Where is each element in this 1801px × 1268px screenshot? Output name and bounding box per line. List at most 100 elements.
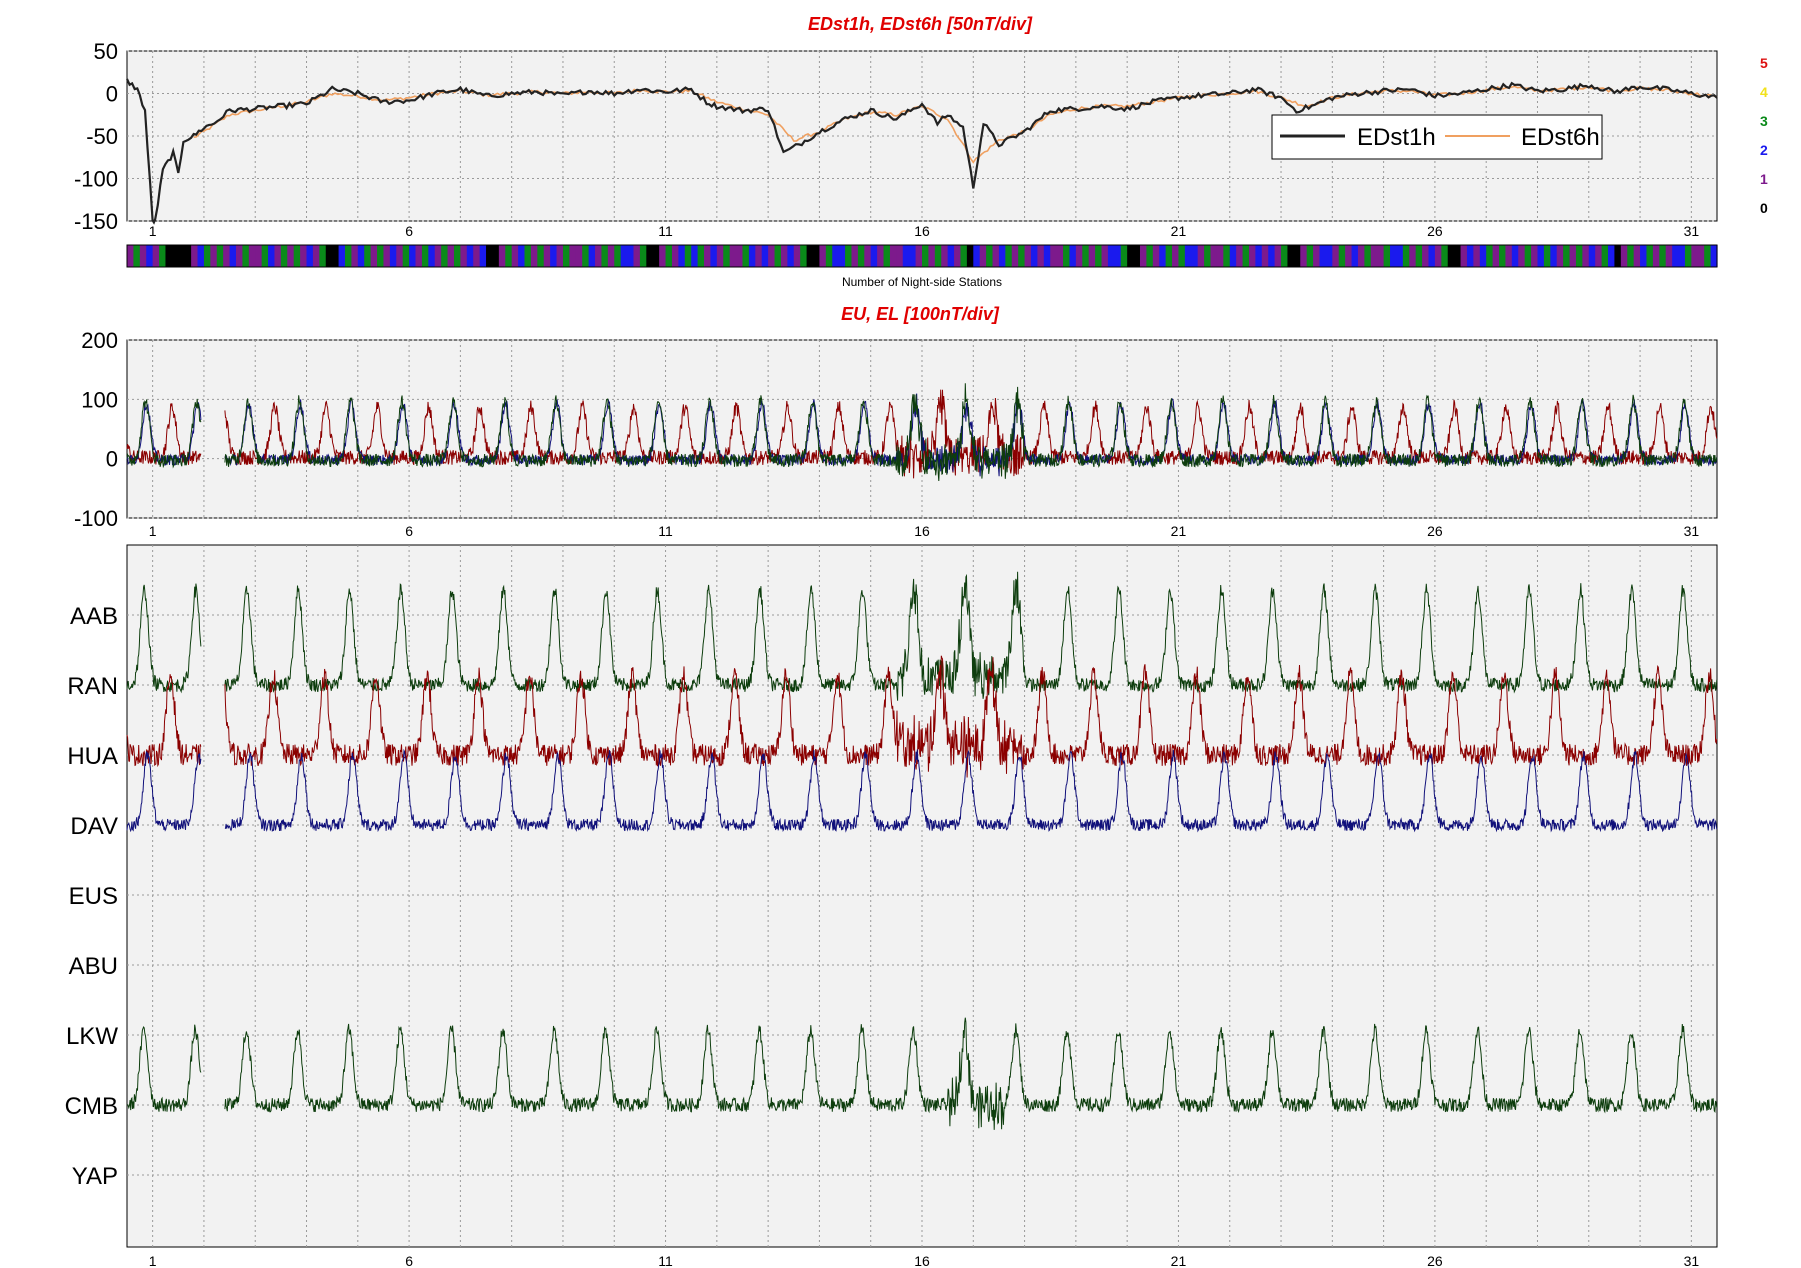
station-count-cell	[1037, 245, 1045, 267]
station-count-cell	[1184, 245, 1192, 267]
station-count-cell	[319, 245, 327, 267]
station-count-cell	[1652, 245, 1660, 267]
x-tick-label: 16	[914, 1253, 930, 1268]
station-count-cell	[511, 245, 519, 267]
station-count-cell	[1646, 245, 1654, 267]
eu-el-series	[126, 383, 1718, 482]
station-count-cell	[1697, 245, 1705, 267]
station-count-cell	[1345, 245, 1353, 267]
station-label-eus: EUS	[69, 883, 118, 910]
x-tick-label: 26	[1427, 1253, 1443, 1268]
station-count-cell	[171, 245, 179, 267]
station-count-cell	[1274, 245, 1282, 267]
station-count-cell	[1127, 245, 1135, 267]
station-count-cell	[306, 245, 314, 267]
station-count-cell	[1588, 245, 1596, 267]
legend-edst6h-label: EDst6h	[1521, 124, 1600, 151]
x-tick-label: 11	[658, 1253, 673, 1268]
station-grid	[127, 545, 1717, 1247]
station-count-cell	[627, 245, 635, 267]
station-count-cell	[1665, 245, 1673, 267]
count-legend-entry: 4	[1760, 84, 1768, 100]
station-label-lkw: LKW	[66, 1023, 118, 1050]
station-count-cell	[1364, 245, 1372, 267]
station-count-cell	[1338, 245, 1346, 267]
station-count-cell	[338, 245, 346, 267]
station-count-cell	[1005, 245, 1013, 267]
station-count-cell	[1242, 245, 1250, 267]
station-count-cell	[255, 245, 263, 267]
station-count-cell	[729, 245, 737, 267]
station-count-cell	[127, 245, 135, 267]
station-count-cell	[1447, 245, 1455, 267]
station-count-cell	[1390, 245, 1398, 267]
station-count-cell	[569, 245, 577, 267]
station-count-cell	[845, 245, 853, 267]
x-tick-label: 16	[914, 223, 930, 239]
station-count-cell	[1627, 245, 1635, 267]
station-count-cell	[1479, 245, 1487, 267]
station-count-cell	[1063, 245, 1071, 267]
station-count-cell	[832, 245, 840, 267]
station-count-cell	[1640, 245, 1648, 267]
station-count-cell	[1139, 245, 1147, 267]
station-count-cell	[1050, 245, 1058, 267]
station-count-cell	[274, 245, 282, 267]
station-count-cell	[1370, 245, 1378, 267]
x-tick-label: 1	[149, 1253, 157, 1268]
station-trace-hua	[126, 748, 1718, 833]
station-count-cell	[774, 245, 782, 267]
station-count-cell	[479, 245, 487, 267]
y-tick-label: -150	[74, 209, 118, 234]
station-count-cell	[556, 245, 564, 267]
station-count-cell	[896, 245, 904, 267]
station-count-cell	[1351, 245, 1359, 267]
station-trace-aab	[126, 571, 1718, 701]
count-legend: 5 4 3 2 1 0	[1760, 55, 1768, 216]
station-count-cell	[1082, 245, 1090, 267]
eu-el-x-axis: 1 6 11 16 21 26 31	[149, 523, 1700, 539]
y-tick-label: -100	[74, 167, 118, 192]
station-count-cell	[133, 245, 141, 267]
station-count-cell	[1601, 245, 1609, 267]
station-label-cmb: CMB	[65, 1093, 118, 1120]
station-count-cell	[1428, 245, 1436, 267]
station-count-cell	[1223, 245, 1231, 267]
station-count-cell	[505, 245, 513, 267]
station-count-cell	[838, 245, 846, 267]
station-count-cell	[1505, 245, 1513, 267]
edst-grid	[127, 50, 1717, 222]
count-legend-entry: 2	[1760, 142, 1768, 158]
station-count-cell	[922, 245, 930, 267]
station-count-cell	[986, 245, 994, 267]
station-count-cell	[928, 245, 936, 267]
station-count-cell	[242, 245, 250, 267]
station-count-cell	[819, 245, 827, 267]
station-count-cell	[377, 245, 385, 267]
station-count-cell	[1402, 245, 1410, 267]
night-side-station-bar	[127, 245, 1718, 267]
station-count-cell	[415, 245, 423, 267]
station-count-cell	[530, 245, 538, 267]
station-count-cell	[960, 245, 968, 267]
x-tick-label: 11	[658, 223, 673, 239]
station-count-cell	[1454, 245, 1462, 267]
eu-green-trace	[126, 383, 1718, 482]
station-label-aab: AAB	[70, 603, 118, 630]
station-count-cell	[1313, 245, 1321, 267]
station-count-cell	[248, 245, 256, 267]
station-count-cell	[1704, 245, 1712, 267]
station-count-cell	[1030, 245, 1039, 267]
station-trace-cmb	[126, 1017, 1718, 1130]
station-count-cell	[1152, 245, 1160, 267]
x-tick-label: 21	[1171, 223, 1187, 239]
EDst1h-line	[125, 78, 1718, 225]
station-count-cell	[287, 245, 295, 267]
station-count-cell	[1409, 245, 1417, 267]
legend-edst1h-label: EDst1h	[1357, 124, 1436, 151]
station-count-cell	[813, 245, 821, 267]
station-count-cell	[1492, 245, 1500, 267]
station-count-cell	[1499, 245, 1507, 267]
x-tick-label: 21	[1171, 1253, 1187, 1268]
station-count-cell	[1069, 245, 1077, 267]
